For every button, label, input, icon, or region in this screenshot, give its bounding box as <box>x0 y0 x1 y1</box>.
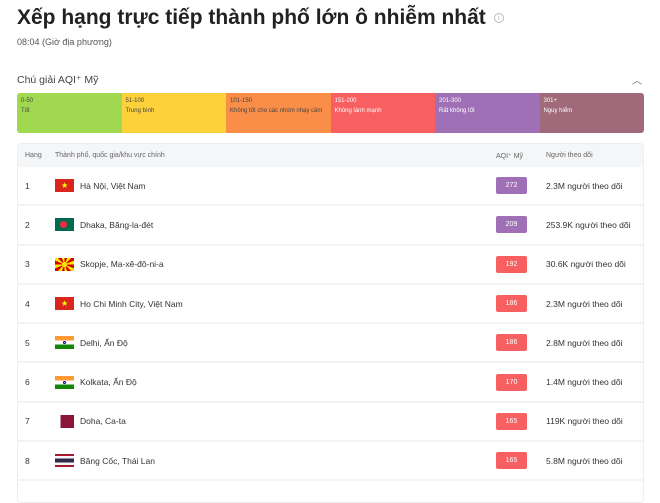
legend-label: Nguy hiểm <box>543 107 573 114</box>
legend-label: Không lành mạnh <box>334 107 382 114</box>
header-rank: Hạng <box>25 152 42 159</box>
legend-label: Rất không tốt <box>439 107 475 114</box>
city-link[interactable]: Skopje, Ma-xê-đô-ni-a <box>80 259 164 270</box>
followers: 2.3M người theo dõi <box>546 180 623 191</box>
table-row[interactable]: 3 Skopje, Ma-xê-đô-ni-a 192 30.6K người … <box>18 246 643 285</box>
aqi-badge: 272 <box>496 177 527 195</box>
legend-range: 0-50 <box>21 98 34 104</box>
header-aqi: AQI⁺ Mỹ <box>496 152 524 160</box>
city-link[interactable]: Ho Chi Minh City, Việt Nam <box>80 298 183 309</box>
aqi-badge: 209 <box>496 216 527 234</box>
legend-range: 201-300 <box>439 98 462 104</box>
flag-in-icon <box>55 375 74 389</box>
table-row[interactable]: 5 Delhi, Ấn Độ 186 2.8M người theo dõi <box>18 324 643 364</box>
flag-mk-icon <box>55 257 74 271</box>
legend-range: 101-150 <box>230 98 253 104</box>
flag-vn-icon: ★ <box>55 297 74 311</box>
flag-vn-icon: ★ <box>55 179 74 193</box>
city-link[interactable]: Delhi, Ấn Độ <box>80 337 128 348</box>
aqi-legend: 0-50 Tốt 51-100 Trung bình 101-150 Không tốt … <box>17 93 644 133</box>
page-title: Xếp hạng trực tiếp thành phố lớn ô nhiễm… <box>17 6 504 30</box>
legend-label: Trung bình <box>125 107 155 114</box>
title-text: Xếp hạng trực tiếp thành phố lớn ô nhiễm… <box>17 6 486 29</box>
legend-item: 201-300 Rất không tốt <box>435 93 540 133</box>
legend-item: 101-150 Không tốt cho các nhóm nhạy cảm <box>226 93 331 133</box>
table-header: Hạng Thành phố, quốc gia/khu vực chính A… <box>18 144 643 167</box>
rank: 4 <box>25 298 30 309</box>
rank: 6 <box>25 377 30 388</box>
table-row[interactable]: 7 Doha, Ca-ta 165 119K người theo dõi <box>18 403 643 443</box>
table-row[interactable]: 4 ★ Ho Chi Minh City, Việt Nam 186 2.3M n… <box>18 285 643 325</box>
chevron-up-icon[interactable]: ︿ <box>632 76 642 87</box>
followers: 2.8M người theo dõi <box>546 337 623 348</box>
ranking-table: Hạng Thành phố, quốc gia/khu vực chính A… <box>17 143 644 503</box>
followers: 253.9K người theo dõi <box>546 219 631 230</box>
header-followers: Người theo dõi <box>546 152 593 159</box>
rank: 1 <box>25 180 30 191</box>
aqi-badge: 165 <box>496 452 527 470</box>
followers: 30.6K người theo dõi <box>546 259 626 270</box>
rank: 2 <box>25 219 30 230</box>
aqi-badge: 170 <box>496 373 527 391</box>
header-city: Thành phố, quốc gia/khu vực chính <box>55 152 165 159</box>
city-link[interactable]: Dhaka, Băng-la-đét <box>80 219 154 230</box>
followers: 119K người theo dõi <box>546 416 623 427</box>
flag-th-icon <box>55 454 74 468</box>
flag-in-icon <box>55 336 74 350</box>
legend-item: 51-100 Trung bình <box>121 93 226 133</box>
local-time: 08:04 (Giờ địa phương) <box>17 37 112 47</box>
city-link[interactable]: Doha, Ca-ta <box>80 416 126 427</box>
city-link[interactable]: Băng Cốc, Thái Lan <box>80 455 155 466</box>
legend-item: 151-200 Không lành mạnh <box>330 93 435 133</box>
rank: 7 <box>25 416 30 427</box>
city-link[interactable]: Hà Nội, Việt Nam <box>80 180 146 191</box>
city-link[interactable]: Kolkata, Ấn Độ <box>80 377 137 388</box>
followers: 2.3M người theo dõi <box>546 298 623 309</box>
followers: 1.4M người theo dõi <box>546 377 623 388</box>
legend-title: Chú giải AQI⁺ Mỹ <box>17 74 99 86</box>
flag-bd-icon <box>55 218 74 232</box>
table-row[interactable]: 8 Băng Cốc, Thái Lan 165 5.8M người theo… <box>18 442 643 482</box>
rank: 8 <box>25 455 30 466</box>
legend-label: Tốt <box>21 107 30 114</box>
rank: 5 <box>25 337 30 348</box>
aqi-badge: 165 <box>496 412 527 430</box>
rank: 3 <box>25 259 30 270</box>
info-icon[interactable]: i <box>493 13 504 23</box>
aqi-badge: 192 <box>496 255 527 273</box>
legend-range: 51-100 <box>125 98 145 104</box>
legend-item: 0-50 Tốt <box>17 93 122 133</box>
aqi-badge: 186 <box>496 334 527 352</box>
legend-label: Không tốt cho các nhóm nhạy cảm <box>230 107 323 114</box>
legend-range: 151-200 <box>334 98 357 104</box>
table-row[interactable]: 2 Dhaka, Băng-la-đét 209 253.9K người th… <box>18 206 643 246</box>
aqi-badge: 186 <box>496 295 527 313</box>
table-row[interactable]: 6 Kolkata, Ấn Độ 170 1.4M người theo dõi <box>18 363 643 403</box>
legend-item: 301+ Nguy hiểm <box>539 93 644 133</box>
table-row[interactable]: 1 ★ Hà Nội, Việt Nam 272 2.3M người theo … <box>18 167 643 207</box>
legend-range: 301+ <box>543 98 558 104</box>
followers: 5.8M người theo dõi <box>546 455 623 466</box>
flag-qa-icon <box>55 414 74 428</box>
